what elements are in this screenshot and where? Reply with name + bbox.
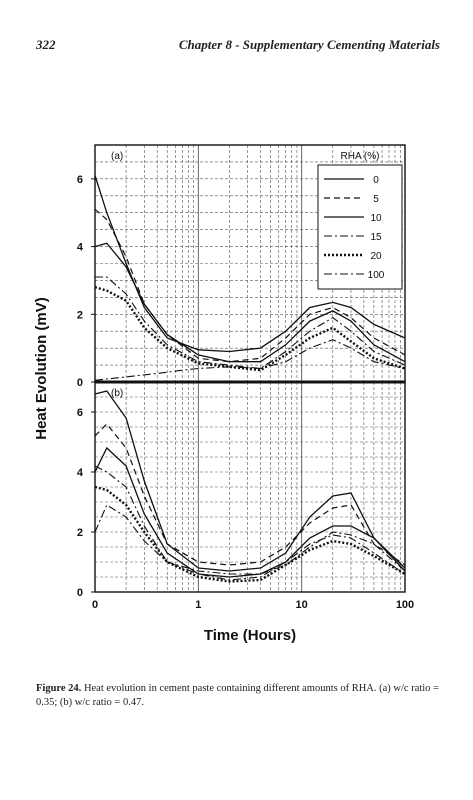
- series-line-rha-10: [94, 242, 406, 363]
- series-line-rha-20: [94, 485, 406, 583]
- legend-label-rha-100: 100: [368, 270, 385, 281]
- figure-caption: Figure 24. Heat evolution in cement past…: [36, 682, 446, 710]
- panel-label: (a): [111, 151, 123, 162]
- legend-title: RHA (%): [341, 151, 380, 162]
- series-line-rha-5: [94, 423, 406, 566]
- page-number: 322: [36, 37, 56, 52]
- legend-box: [317, 164, 403, 290]
- x-tick-label: 1: [195, 599, 201, 611]
- x-tick-label: 0: [92, 599, 98, 611]
- legend-label-rha-10: 10: [370, 213, 382, 224]
- series-line-rha-10: [94, 446, 406, 578]
- series-line-rha-15: [95, 276, 406, 370]
- series-line-rha-0: [94, 390, 406, 572]
- caption-text: Heat evolution in cement paste containin…: [36, 683, 439, 708]
- y-tick-label: 6: [77, 407, 83, 419]
- x-axis-title: Time (Hours): [204, 627, 296, 644]
- series-line-rha-100: [94, 339, 406, 381]
- series-line-rha-20: [94, 286, 406, 372]
- y-tick-label: 6: [77, 174, 83, 186]
- legend-label-rha-20: 20: [370, 251, 382, 262]
- panel-label: (b): [111, 388, 123, 399]
- series-line-rha-15: [94, 465, 406, 581]
- y-tick-label: 2: [77, 527, 83, 539]
- chapter-title: Chapter 8 - Supplementary Cementing Mate…: [178, 37, 440, 52]
- legend-label-rha-15: 15: [370, 232, 382, 243]
- y-tick-label: 4: [77, 242, 84, 254]
- series-line-rha-100: [94, 504, 406, 575]
- y-tick-label: 2: [77, 309, 83, 321]
- y-tick-label: 0: [77, 377, 83, 389]
- series-line-rha-5: [94, 208, 406, 363]
- legend-label-rha-0: 0: [373, 175, 379, 186]
- legend-label-rha-5: 5: [373, 194, 379, 205]
- y-axis-title: Heat Evolution (mV): [33, 297, 50, 440]
- page-header: 322 Chapter 8 - Supplementary Cementing …: [36, 37, 440, 57]
- caption-label: Figure 24.: [36, 683, 82, 694]
- x-tick-label: 100: [396, 599, 414, 611]
- x-tick-label: 10: [296, 599, 308, 611]
- y-tick-label: 0: [77, 587, 83, 599]
- series-line-rha-0: [94, 175, 406, 353]
- y-tick-label: 4: [77, 467, 84, 479]
